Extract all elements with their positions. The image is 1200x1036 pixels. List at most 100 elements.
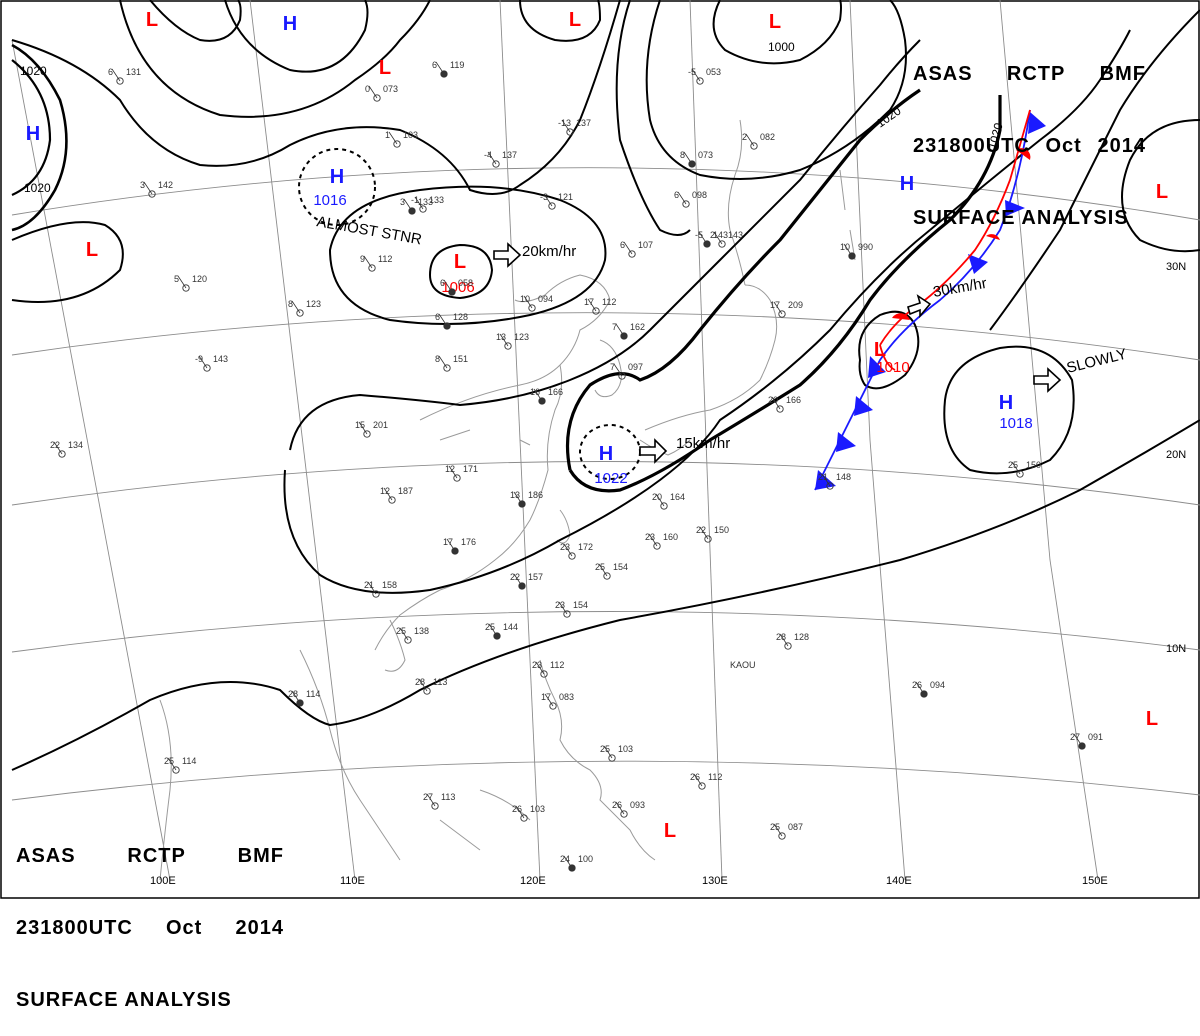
station-pressure: 143 [213, 354, 228, 364]
header-line-2: 231800UTC Oct 2014 [913, 134, 1146, 158]
low-symbol: L [146, 9, 158, 31]
station-temp: 2 [710, 230, 715, 240]
station-temp: 6 [108, 67, 113, 77]
station-pressure: 123 [514, 332, 529, 342]
station-circle [608, 754, 616, 762]
station-circle [592, 307, 600, 315]
station-pressure: 143 [728, 230, 743, 240]
map-border [0, 0, 1200, 899]
motion-label-china-low: 20km/hr [522, 243, 576, 260]
header-month: Oct [166, 917, 203, 939]
station-plot: 0 073 [365, 84, 398, 102]
station-wind-barb [515, 805, 525, 819]
station-wind-barb [691, 68, 701, 82]
pressure-value-front-low: 1010 [876, 359, 909, 376]
station-circle [172, 766, 180, 774]
station-circle [620, 332, 628, 340]
station-circle [568, 864, 576, 872]
station-wind-barb [53, 441, 63, 455]
cold-front-tri-6 [836, 432, 856, 452]
station-circle [372, 590, 380, 598]
station-pressure: 137 [576, 118, 591, 128]
station-plot: 12 171 [445, 464, 478, 482]
station-temp: 25 [164, 756, 174, 766]
isobar-west-low [11, 221, 124, 303]
pressure-values: 1016 1022 1018 1006 1010 [313, 192, 1032, 487]
coast-japan-honshu [644, 284, 778, 431]
graticule-lon-100e [11, 39, 171, 881]
station-circle [296, 699, 304, 707]
station-circle [718, 240, 726, 248]
station-plot: 25 138 [396, 626, 429, 644]
warm-front-dome-1 [1016, 148, 1031, 160]
station-temp: 28 [288, 689, 298, 699]
coast-philippines [539, 659, 656, 861]
high-symbol: H [900, 173, 914, 195]
station-pressure: 138 [414, 626, 429, 636]
graticule-lon-130e [689, 0, 723, 881]
station-pressure: 158 [382, 580, 397, 590]
station-temp: 27 [1070, 732, 1080, 742]
station-pressure: 094 [538, 294, 553, 304]
station-circle [688, 160, 696, 168]
station-pressure: 082 [760, 132, 775, 142]
header-line-1: ASAS RCTP BMF [16, 844, 284, 868]
station-plot: -5 053 [688, 67, 721, 85]
header-line-3: SURFACE ANALYSIS [16, 989, 232, 1011]
station-temp: -5 [695, 230, 703, 240]
graticule-lat-30n [11, 312, 1200, 361]
station-wind-barb [623, 241, 633, 255]
station-wind-barb [773, 301, 783, 315]
graticule-lat-20n [11, 461, 1200, 506]
station-plot: 25 144 [485, 622, 518, 640]
station-plot: -4 137 [484, 150, 517, 168]
station-wind-barb [383, 487, 393, 501]
station-plot: 25 087 [770, 822, 803, 840]
station-temp: 6 [440, 278, 445, 288]
station-plot: 10 990 [840, 242, 873, 260]
low-symbol: L [1156, 181, 1168, 203]
station-temp: 6 [674, 190, 679, 200]
low-symbol: L [874, 339, 886, 361]
station-plot: 7 162 [612, 322, 645, 340]
station-pressure: 133 [429, 195, 444, 205]
station-wind-barb [655, 493, 665, 507]
station-circle [431, 802, 439, 810]
station-wind-barb [198, 355, 208, 369]
low-symbol: L [379, 57, 391, 79]
station-circle [784, 642, 792, 650]
station-plot: 17 083 [541, 692, 574, 710]
coast-borneo [439, 789, 531, 851]
low-symbol: L [664, 820, 676, 842]
station-pressure: 154 [573, 600, 588, 610]
low-symbol: L [1146, 708, 1158, 730]
isobar-label: 1020 [24, 181, 51, 195]
station-pressure: 073 [698, 150, 713, 160]
lon-label: 120E [520, 875, 546, 887]
cold-front-triangles [815, 112, 1046, 490]
station-circle [682, 200, 690, 208]
coast-china-north [419, 274, 611, 421]
station-plot: 28 128 [776, 632, 809, 650]
station-temp: 7 [610, 362, 615, 372]
station-circle [703, 240, 711, 248]
header-product: ASAS [913, 63, 973, 85]
station-circle [448, 288, 456, 296]
station-temp: 13 [510, 490, 520, 500]
station-temp: 21 [818, 472, 828, 482]
station-plot: -13 137 [558, 118, 591, 136]
pressure-value-pacific: 1018 [999, 415, 1032, 432]
station-plot: 6 119 [432, 60, 464, 78]
station-plot: 27 091 [1070, 732, 1103, 750]
station-plot: 24 100 [560, 854, 593, 872]
station-plot: 27 113 [423, 792, 455, 810]
station-circle [603, 572, 611, 580]
lat-label: 10N [1166, 643, 1186, 655]
station-wind-barb [399, 627, 409, 641]
station-plot: 21 158 [364, 580, 397, 598]
station-plot: 3 142 [140, 180, 173, 198]
station-pressure: 119 [450, 60, 464, 70]
station-wind-barb [699, 526, 709, 540]
station-temp: 2 [742, 132, 747, 142]
dashed-isobars [298, 148, 641, 480]
